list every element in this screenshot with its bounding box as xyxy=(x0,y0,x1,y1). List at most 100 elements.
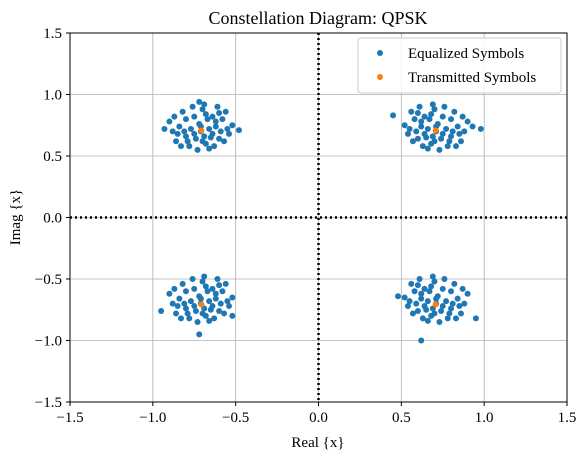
equalized-symbol-point xyxy=(217,300,224,307)
equalized-symbol-point xyxy=(206,145,213,152)
equalized-symbol-point xyxy=(191,113,198,120)
equalized-symbol-point xyxy=(418,118,425,125)
equalized-symbol-point xyxy=(222,280,229,287)
equalized-symbol-point xyxy=(209,130,216,137)
equalized-symbol-point xyxy=(414,307,421,314)
equalized-symbol-point xyxy=(224,298,231,305)
equalized-symbol-point xyxy=(211,315,218,322)
equalized-symbol-point xyxy=(424,145,431,152)
equalized-symbol-point xyxy=(444,315,451,322)
equalized-symbol-point xyxy=(439,113,446,120)
equalized-symbol-point xyxy=(206,298,213,305)
equalized-symbol-point xyxy=(166,290,173,297)
y-tick-label: 1.0 xyxy=(43,88,62,104)
equalized-symbol-point xyxy=(181,300,188,307)
equalized-symbol-point xyxy=(194,146,201,153)
equalized-symbol-point xyxy=(451,108,458,115)
equalized-symbol-point xyxy=(219,116,226,123)
equalized-symbol-point xyxy=(404,130,411,137)
equalized-symbol-point xyxy=(212,123,219,130)
equalized-symbol-point xyxy=(182,305,189,312)
equalized-symbol-point xyxy=(421,285,428,292)
y-tick-label: 0.0 xyxy=(43,211,62,227)
equalized-symbol-point xyxy=(413,300,420,307)
equalized-symbol-point xyxy=(161,125,168,132)
equalized-symbol-point xyxy=(216,109,223,116)
equalized-symbol-point xyxy=(171,285,178,292)
equalized-symbol-point xyxy=(428,283,435,290)
equalized-symbol-point xyxy=(187,298,194,305)
equalized-symbol-point xyxy=(449,128,456,135)
equalized-symbol-point xyxy=(206,317,213,324)
equalized-symbol-point xyxy=(429,133,436,140)
equalized-symbol-point xyxy=(469,123,476,130)
equalized-symbol-point xyxy=(216,307,223,314)
equalized-symbol-point xyxy=(451,280,458,287)
x-tick-label: −1.5 xyxy=(56,410,83,426)
equalized-symbol-point xyxy=(449,300,456,307)
equalized-symbol-point xyxy=(421,113,428,120)
equalized-symbol-point xyxy=(182,288,189,295)
y-tick-label: −0.5 xyxy=(35,272,62,288)
equalized-symbol-point xyxy=(201,133,208,140)
equalized-symbol-point xyxy=(212,118,219,125)
equalized-symbol-point xyxy=(409,138,416,145)
equalized-symbol-point xyxy=(453,315,460,322)
equalized-symbol-point xyxy=(192,135,199,142)
equalized-symbol-point xyxy=(461,300,468,307)
equalized-symbol-point xyxy=(443,298,450,305)
equalized-symbol-point xyxy=(418,123,425,130)
x-tick-label: 1.0 xyxy=(475,410,494,426)
equalized-symbol-point xyxy=(209,285,216,292)
equalized-symbol-point xyxy=(477,125,484,132)
equalized-symbol-point xyxy=(216,282,223,289)
equalized-symbol-point xyxy=(424,317,431,324)
transmitted-symbol-point xyxy=(432,301,439,308)
equalized-symbol-point xyxy=(173,138,180,145)
equalized-symbol-point xyxy=(177,143,184,150)
equalized-symbol-point xyxy=(221,310,228,317)
equalized-symbol-point xyxy=(229,312,236,319)
zero-lines xyxy=(70,33,567,402)
equalized-symbol-point xyxy=(459,113,466,120)
chart-title: Constellation Diagram: QPSK xyxy=(209,8,428,28)
equalized-symbol-point xyxy=(179,280,186,287)
equalized-symbol-point xyxy=(171,113,178,120)
equalized-symbol-point xyxy=(177,315,184,322)
equalized-symbol-point xyxy=(211,143,218,150)
equalized-symbol-point xyxy=(212,295,219,302)
equalized-symbol-point xyxy=(209,113,216,120)
equalized-symbol-point xyxy=(199,310,206,317)
equalized-symbol-point xyxy=(401,294,408,301)
equalized-symbol-point xyxy=(235,127,242,134)
equalized-symbol-point xyxy=(166,118,173,125)
equalized-symbol-point xyxy=(439,303,446,310)
equalized-symbol-point xyxy=(184,138,191,145)
transmitted-symbol-point xyxy=(198,127,205,134)
equalized-symbol-point xyxy=(438,135,445,142)
equalized-symbol-point xyxy=(395,293,402,300)
equalized-symbol-point xyxy=(456,303,463,310)
equalized-symbol-point xyxy=(428,111,435,118)
equalized-symbol-point xyxy=(429,273,436,280)
equalized-symbol-point xyxy=(424,298,431,305)
equalized-symbol-point xyxy=(413,128,420,135)
equalized-symbol-point xyxy=(472,315,479,322)
equalized-symbol-point xyxy=(174,303,181,310)
equalized-symbol-point xyxy=(424,125,431,132)
equalized-symbol-point xyxy=(181,128,188,135)
equalized-symbol-point xyxy=(459,285,466,292)
equalized-symbol-point xyxy=(199,278,206,285)
equalized-symbol-point xyxy=(209,303,216,310)
equalized-symbol-point xyxy=(421,303,428,310)
equalized-symbol-point xyxy=(204,116,211,123)
equalized-symbol-point xyxy=(448,288,455,295)
equalized-symbol-point xyxy=(174,130,181,137)
equalized-symbol-point xyxy=(206,125,213,132)
x-tick-label: 0.5 xyxy=(392,410,411,426)
equalized-symbol-point xyxy=(406,298,413,305)
equalized-symbol-point xyxy=(409,310,416,317)
legend-marker-transmitted xyxy=(377,74,383,80)
